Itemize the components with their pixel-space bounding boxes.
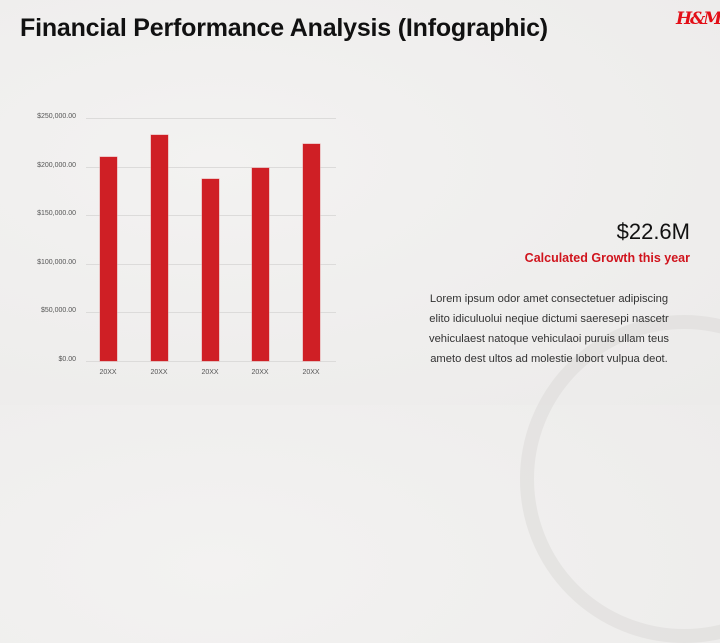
- bar: [251, 167, 269, 361]
- bar-chart: $0.00 $50,000.00 $100,000.00 $150,000.00 $20…: [0, 0, 360, 405]
- description-line: Lorem ipsum odor amet consectetuer adipi…: [429, 293, 669, 305]
- x-axis-tick-label: 20XX: [251, 369, 269, 376]
- y-axis-tick-label: $100,000.00: [37, 258, 76, 266]
- y-axis-tick-label: $150,000.00: [37, 210, 76, 218]
- x-axis-tick-label: 20XX: [302, 369, 320, 376]
- gridline: [86, 118, 336, 119]
- x-axis-tick-label: 20XX: [201, 369, 219, 376]
- description-line: elito idiculuolui neqiue dictumi saerese…: [429, 313, 669, 325]
- y-axis-tick-label: $250,000.00: [37, 113, 76, 120]
- x-axis-tick-label: 20XX: [150, 369, 168, 376]
- description-line: vehiculaest natoque vehiculaoi puruis ul…: [428, 333, 670, 345]
- brand-logo: H&M: [676, 9, 720, 29]
- bar: [99, 156, 117, 361]
- bar: [201, 179, 219, 361]
- page-title: Financial Performance Analysis (Infograp…: [20, 14, 548, 42]
- growth-metric-label: Calculated Growth this year: [524, 251, 690, 265]
- y-axis-tick-label: $50,000.00: [40, 307, 76, 315]
- gridline: [86, 166, 336, 168]
- bar: [302, 144, 320, 361]
- description-line: ameto dest ultos ad molestie lobort vulp…: [430, 353, 668, 365]
- y-axis-tick-label: $200,000.00: [37, 161, 76, 169]
- description-text: Lorem ipsum odor amet consectetuer adipi…: [404, 289, 694, 369]
- gridline: [86, 361, 336, 362]
- y-axis-tick-label: $0.00: [58, 356, 76, 363]
- growth-metric-value: $22.6M: [616, 219, 690, 244]
- x-axis-tick-label: 20XX: [99, 369, 117, 376]
- bar: [150, 134, 168, 361]
